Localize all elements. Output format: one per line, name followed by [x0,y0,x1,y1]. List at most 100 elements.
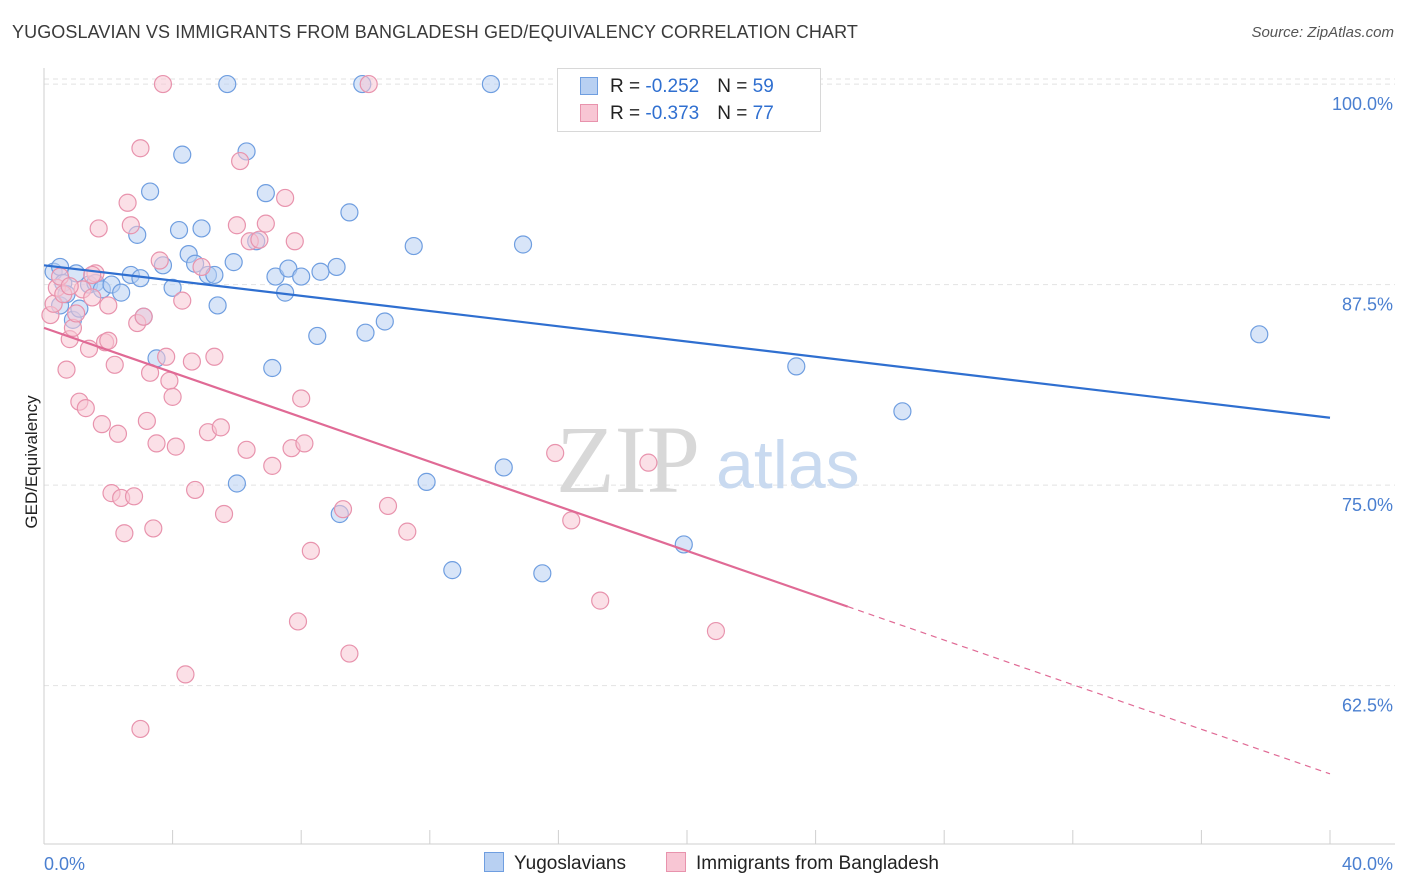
data-point [89,219,108,238]
trend-line-0 [43,264,1331,419]
legend-row-yugoslavians: R = -0.252 N = 59 [580,74,774,100]
data-point [92,415,111,434]
data-point [513,235,533,254]
data-point [378,496,398,516]
data-point [150,251,169,270]
data-point [250,230,269,249]
data-point [214,504,234,524]
data-point [787,357,806,376]
data-point [375,312,394,331]
data-point [706,621,726,641]
x-tick-label: 40.0% [1342,854,1393,874]
data-point [192,219,211,238]
data-point [562,511,581,530]
data-point [546,443,565,463]
bottom-legend-label: Immigrants from Bangladesh [696,853,939,874]
grid-lines [44,78,1395,687]
data-point [263,456,282,475]
y-tick-label: 75.0% [1342,495,1393,515]
data-point [105,355,124,374]
data-point [481,74,500,94]
data-point [76,399,95,418]
data-point [192,257,211,277]
data-point [1250,325,1269,344]
data-point [131,139,150,158]
y-tick-label: 87.5% [1342,295,1393,315]
data-point [208,296,227,315]
data-points [41,74,1269,739]
legend-n-label: N = [717,76,753,97]
data-point [417,472,436,491]
data-point [99,296,118,315]
data-point [227,474,246,493]
data-point [163,278,182,297]
legend-row-bangladesh: R = -0.373 N = 77 [580,101,774,127]
bottom-legend-bangladesh: Immigrants from Bangladesh [666,852,939,875]
data-point [266,267,285,286]
y-tick-label: 100.0% [1332,94,1393,114]
data-point [256,214,275,233]
data-point [276,188,295,208]
data-point [295,434,314,453]
data-point [137,411,156,431]
bottom-legend-swatch [666,852,686,872]
data-point [112,283,131,302]
data-point [340,203,359,222]
trend-line-1-extension [847,606,1331,775]
data-point [160,371,179,390]
trend-line-1 [43,326,849,608]
data-point [311,262,330,281]
legend-n-value: 77 [752,103,774,124]
data-point [288,612,308,631]
legend-r-value: -0.252 [645,76,700,97]
data-point [224,253,243,272]
data-point [176,665,195,684]
data-point [227,216,246,235]
data-point [157,347,176,366]
data-point [404,236,423,256]
trend-lines [43,264,1331,775]
data-point [533,564,552,583]
watermark-atlas: atlas [716,427,860,503]
data-point [639,453,658,472]
data-point [359,74,378,94]
data-point [124,487,144,506]
data-point [163,387,182,406]
series-1-points [41,74,726,739]
data-point [285,232,304,251]
bottom-legend-swatch [484,852,504,872]
data-point [57,360,76,379]
data-point [115,524,134,543]
stats-legend: R = -0.252 N = 59 R = -0.373 N = 77 [557,68,821,132]
data-point [340,644,359,663]
data-point [108,424,128,443]
legend-swatch-bangladesh [580,104,598,122]
bottom-legend-yugoslavians: Yugoslavians [484,852,626,875]
data-point [218,74,237,94]
legend-n-label: N = [717,103,753,124]
legend-r-value: -0.373 [645,103,700,124]
legend-swatch-yugoslavians [580,77,598,95]
data-point [292,389,311,408]
data-point [144,519,163,538]
data-point [134,307,153,326]
data-point [231,151,250,171]
data-point [292,267,311,286]
data-point [140,182,160,201]
y-axis-label: GED/Equivalency [22,395,41,529]
data-point [83,265,102,285]
data-point [263,358,282,378]
legend-r-label: R = [610,76,646,97]
data-point [60,277,79,296]
data-point [211,418,230,437]
axes: 62.5% 75.0% 87.5% 100.0% 0.0% 40.0% [43,68,1395,874]
data-point [99,331,118,350]
data-point [118,193,137,212]
data-point [169,220,189,240]
data-point [443,561,462,580]
data-point [173,145,192,164]
data-point [67,304,86,323]
data-point [279,259,298,278]
data-point [147,434,166,453]
